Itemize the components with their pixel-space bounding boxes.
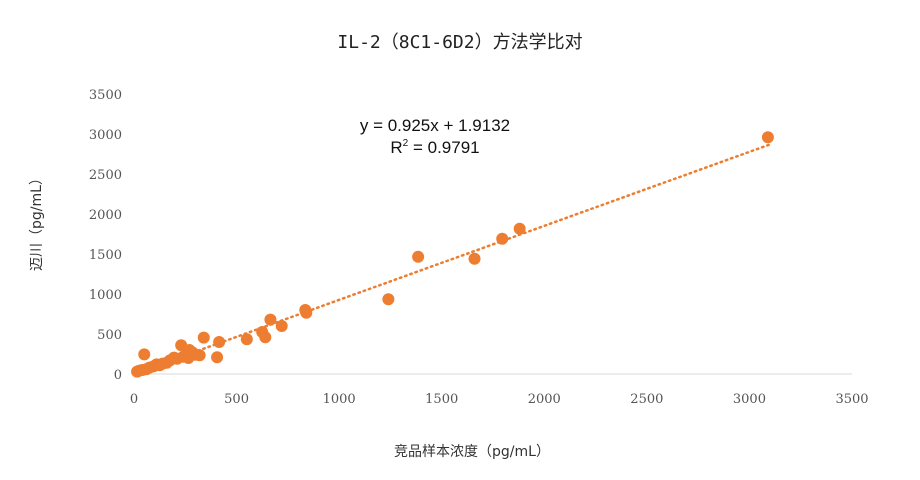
data-point xyxy=(211,351,224,364)
y-tick-label: 1500 xyxy=(89,248,122,263)
data-point xyxy=(259,331,272,344)
y-tick-label: 3500 xyxy=(89,88,122,103)
data-point xyxy=(240,333,253,346)
x-tick-label: 1500 xyxy=(425,392,458,407)
y-tick-label: 1000 xyxy=(89,288,122,303)
x-tick-label: 500 xyxy=(224,392,249,407)
y-tick-label: 2000 xyxy=(89,208,122,223)
x-tick-label: 2000 xyxy=(528,392,561,407)
data-point xyxy=(382,293,395,306)
chart-title: IL-2（8C1-6D2）方法学比对 xyxy=(337,32,582,53)
trendline xyxy=(134,143,772,375)
data-point xyxy=(275,320,288,332)
data-point xyxy=(193,349,206,362)
x-tick-label: 3000 xyxy=(733,392,766,407)
data-point xyxy=(213,336,226,348)
x-tick-label: 1000 xyxy=(323,392,356,407)
y-axis-title: 迈川（pg/mL） xyxy=(29,171,45,271)
y-tick-label: 3000 xyxy=(89,128,122,143)
x-axis-ticks: 0 500 1000 1500 2000 2500 3000 3500 xyxy=(130,392,869,407)
y-tick-label: 0 xyxy=(114,368,122,383)
x-axis-title: 竞品样本浓度（pg/mL） xyxy=(394,443,550,460)
data-point xyxy=(412,250,425,263)
data-point xyxy=(761,131,774,144)
x-tick-label: 0 xyxy=(130,392,138,407)
data-point xyxy=(496,232,509,245)
data-points xyxy=(131,131,774,378)
data-point xyxy=(468,252,481,265)
y-tick-label: 500 xyxy=(97,328,122,343)
data-point xyxy=(513,222,526,235)
r-squared-label: R2 = 0.9791 xyxy=(390,138,479,157)
trendline-equation: y = 0.925x + 1.9132 xyxy=(360,116,510,135)
x-tick-label: 2500 xyxy=(630,392,663,407)
data-point xyxy=(300,306,313,319)
y-tick-label: 2500 xyxy=(89,168,122,183)
x-tick-label: 3500 xyxy=(835,392,868,407)
data-point xyxy=(197,331,210,344)
y-axis-ticks: 0 500 1000 1500 2000 2500 3000 3500 xyxy=(89,88,122,383)
data-point xyxy=(264,313,277,326)
data-point xyxy=(138,348,151,361)
